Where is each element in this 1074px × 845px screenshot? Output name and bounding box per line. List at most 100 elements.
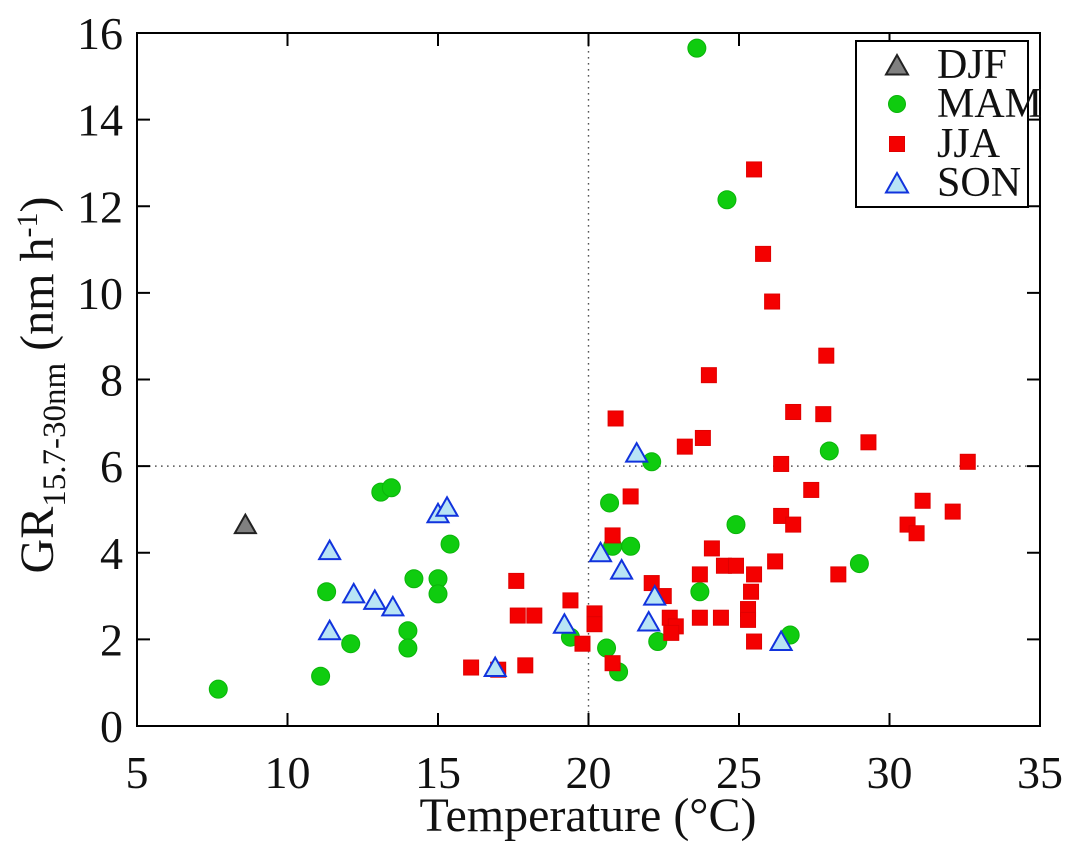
data-point-jja	[712, 609, 729, 626]
y-axis-label-units: (nm h	[11, 237, 64, 363]
data-point-son	[317, 618, 342, 641]
data-point-jja	[663, 624, 680, 641]
y-tick-label: 12	[77, 181, 123, 232]
data-point-jja	[562, 592, 579, 609]
data-point-jja	[574, 635, 591, 652]
x-tick-label: 30	[867, 747, 913, 798]
x-tick-label: 35	[1017, 747, 1063, 798]
data-point-jja	[818, 347, 835, 364]
y-axis-label: GR15.7-30nm (nm h-1)	[10, 197, 74, 574]
data-point-son	[341, 581, 366, 604]
data-point-son	[642, 584, 667, 606]
data-point-mam	[849, 554, 869, 574]
x-tick-label: 25	[716, 747, 762, 798]
legend-label-djf: DJF	[937, 41, 1008, 88]
data-point-son	[636, 610, 661, 632]
data-point-mam	[819, 441, 839, 461]
y-axis-label-main: GR	[11, 506, 64, 574]
x-tick-label: 5	[126, 747, 149, 798]
data-point-jja	[691, 566, 708, 583]
data-point-mam	[726, 515, 746, 535]
data-point-mam	[717, 190, 737, 210]
jja-square-icon	[889, 135, 905, 152]
data-point-jja	[755, 245, 772, 262]
data-point-son	[380, 594, 406, 617]
y-tick-label: 6	[100, 441, 123, 492]
legend-item-djf: DJF	[857, 41, 1027, 88]
data-point-jja	[509, 607, 526, 624]
data-point-jja	[463, 659, 480, 676]
data-point-jja	[830, 566, 847, 583]
legend-label-mam: MAM	[937, 81, 1043, 128]
mam-circle-icon	[888, 95, 906, 114]
data-point-son	[434, 495, 460, 517]
data-point-jja	[908, 525, 925, 542]
data-point-djf	[233, 512, 258, 535]
data-point-jja	[604, 527, 621, 544]
data-point-mam	[398, 621, 418, 641]
legend-item-mam: MAM	[857, 83, 1042, 125]
data-point-mam	[690, 582, 710, 602]
data-point-jja	[959, 453, 976, 470]
y-axis-label-close: )	[11, 196, 64, 213]
data-point-jja	[727, 557, 744, 574]
data-point-son	[624, 441, 649, 463]
data-point-jja	[743, 583, 760, 600]
x-tick-label: 10	[265, 747, 311, 798]
legend-label-jja: JJA	[937, 120, 1001, 167]
data-point-son	[482, 655, 508, 678]
data-point-jja	[785, 403, 802, 420]
data-point-mam	[440, 534, 460, 554]
data-point-jja	[746, 161, 763, 178]
data-point-jja	[914, 492, 931, 509]
x-tick-label: 20	[566, 747, 612, 798]
data-point-son	[768, 629, 794, 652]
data-point-jja	[746, 566, 763, 583]
y-tick-label: 2	[100, 614, 123, 665]
y-axis-label-subscript: 15.7-30nm	[37, 362, 73, 507]
data-point-mam	[597, 638, 617, 658]
data-point-son	[552, 612, 577, 634]
data-point-jja	[767, 553, 784, 570]
data-point-jja	[740, 611, 757, 628]
legend-box: DJF MAM JJA SON	[855, 40, 1042, 208]
data-point-son	[362, 588, 388, 610]
x-axis-label-text: Temperature (°C)	[419, 789, 757, 842]
data-point-jja	[764, 293, 781, 310]
data-point-son	[588, 540, 613, 563]
data-point-mam	[404, 569, 424, 589]
son-triangle-icon	[884, 171, 910, 194]
data-point-jja	[703, 540, 720, 557]
data-point-mam	[341, 634, 361, 654]
data-point-mam	[381, 478, 401, 498]
y-axis-label-superscript: -1	[11, 212, 44, 238]
data-point-mam	[398, 638, 418, 658]
data-point-mam	[621, 536, 641, 556]
data-point-mam	[687, 38, 707, 58]
data-point-mam	[208, 679, 228, 699]
data-point-jja	[803, 481, 820, 498]
data-point-jja	[607, 410, 624, 427]
data-point-jja	[508, 572, 525, 589]
data-point-mam	[648, 632, 668, 652]
data-point-jja	[622, 488, 639, 505]
data-point-jja	[691, 609, 708, 626]
legend-item-jja: JJA	[857, 120, 1027, 167]
data-point-jja	[860, 434, 877, 451]
y-tick-label: 8	[100, 355, 123, 406]
y-tick-label: 16	[77, 8, 123, 59]
x-axis-label: Temperature (°C)	[419, 788, 756, 843]
legend-label-son: SON	[937, 160, 1022, 207]
data-point-jja	[586, 616, 603, 633]
data-point-jja	[604, 655, 621, 672]
y-tick-label: 10	[77, 268, 123, 319]
data-point-jja	[815, 406, 832, 423]
data-point-mam	[600, 493, 620, 513]
data-point-mam	[317, 582, 337, 602]
data-point-jja	[773, 455, 790, 472]
djf-triangle-icon	[884, 52, 910, 76]
y-tick-label: 0	[100, 701, 123, 752]
data-point-jja	[944, 503, 961, 520]
